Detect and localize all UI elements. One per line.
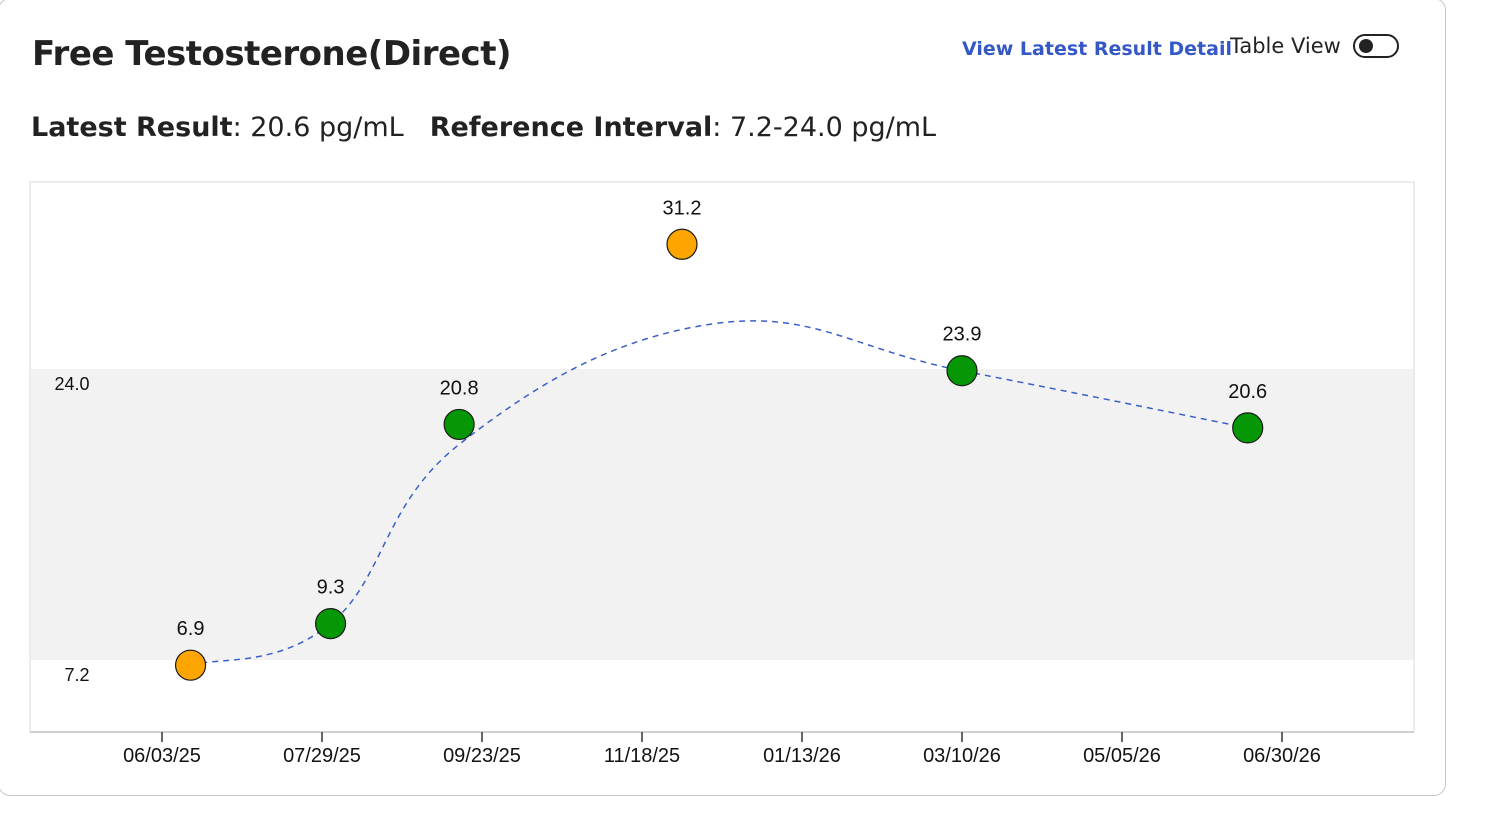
result-summary: Latest Result: 20.6 pg/mL Reference Inter… (31, 112, 936, 143)
reference-band (31, 369, 1413, 660)
x-tick-label: 01/13/26 (763, 745, 841, 767)
data-point (174, 649, 207, 681)
x-tick-label: 06/03/25 (123, 745, 201, 767)
data-label: 23.9 (943, 324, 982, 346)
reference-interval-label: Reference Interval (429, 112, 713, 143)
data-label: 20.8 (440, 377, 479, 399)
data-point (1232, 412, 1264, 444)
x-tick-label: 11/18/25 (604, 745, 680, 767)
data-point (946, 355, 978, 387)
reference-high-label: 24.0 (54, 374, 89, 394)
data-point (666, 228, 698, 260)
view-latest-result-link[interactable]: View Latest Result Detail (962, 38, 1232, 60)
reference-interval-value: : 7.2-24.0 pg/mL (712, 112, 937, 143)
data-label: 9.3 (317, 577, 345, 599)
latest-result-label: Latest Result (31, 112, 233, 143)
x-tick-label: 07/29/25 (283, 745, 361, 767)
x-tick-label: 05/05/26 (1083, 745, 1161, 767)
table-view-label: Table View (1230, 34, 1341, 58)
data-label: 20.6 (1228, 381, 1267, 403)
data-point (314, 608, 347, 640)
latest-result-value: : 20.6 pg/mL (232, 112, 404, 143)
table-view-control: Table View (1230, 34, 1399, 58)
data-label: 31.2 (663, 197, 702, 219)
data-label: 6.9 (177, 618, 205, 640)
x-tick-label: 03/10/26 (923, 745, 1001, 767)
table-view-toggle[interactable] (1352, 34, 1399, 58)
x-tick-label: 06/30/26 (1243, 745, 1321, 767)
page-title: Free Testosterone(Direct) (32, 34, 512, 74)
x-tick-label: 09/23/25 (443, 745, 521, 767)
data-point (443, 408, 475, 441)
reference-low-label: 7.2 (64, 665, 89, 685)
toggle-knob (1358, 39, 1373, 53)
